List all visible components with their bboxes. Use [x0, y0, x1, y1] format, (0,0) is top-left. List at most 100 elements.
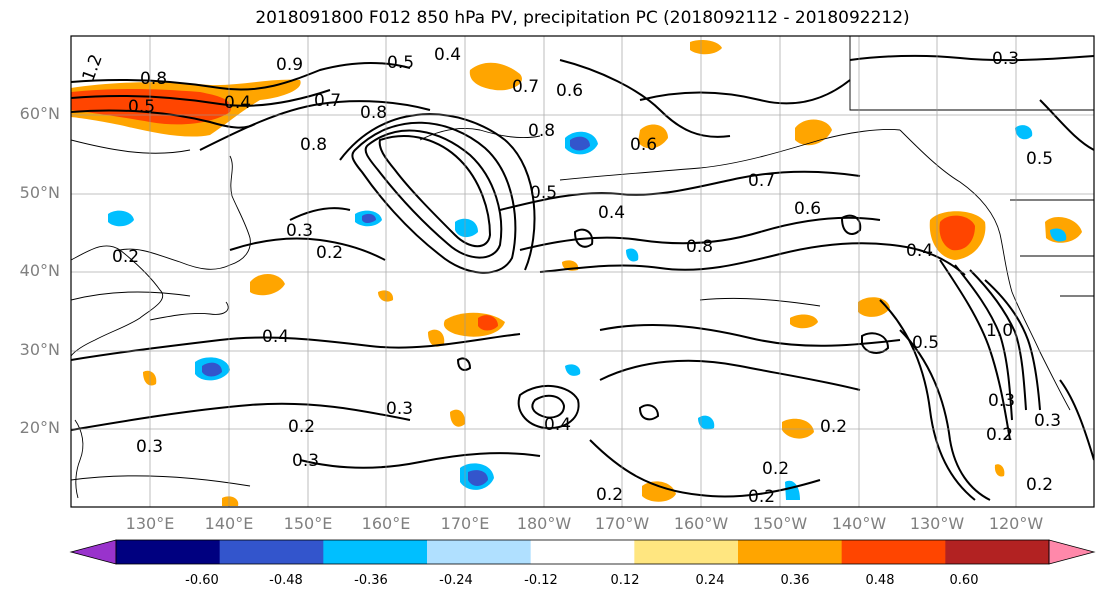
contour-label: 0.5 [912, 333, 939, 353]
colorbar-segment [116, 540, 221, 564]
contour-line [71, 402, 411, 431]
contour-line [879, 299, 976, 501]
precip-area [795, 119, 832, 146]
contour-line [71, 475, 251, 487]
precip-area [642, 481, 676, 502]
contour-line [573, 228, 594, 248]
contour-line [531, 394, 566, 419]
lon-label: 160°E [361, 514, 411, 533]
contour-line [699, 297, 821, 307]
contour-line [1059, 379, 1094, 461]
contour-line [559, 59, 731, 138]
contour-line [599, 323, 901, 347]
contour-label: 0.2 [316, 243, 343, 263]
contour-label: 0.2 [596, 485, 623, 505]
lon-label: 140°E [204, 514, 254, 533]
colorbar-segments [116, 540, 1050, 564]
contour-label: 0.2 [986, 425, 1013, 445]
pv-contours-thin [71, 139, 821, 487]
colorbar-tick-label: -0.12 [524, 573, 558, 588]
precip-area [1015, 125, 1033, 140]
contour-line [364, 129, 503, 259]
precip-negative-areas [108, 125, 1067, 500]
contour-line [984, 279, 1041, 411]
colorbar-segment [945, 540, 1050, 564]
lat-label: 20°N [19, 418, 60, 437]
colorbar-segment [841, 540, 946, 564]
contour-label: 0.5 [530, 183, 557, 203]
border-line [849, 36, 1094, 111]
colorbar-tick-label: -0.36 [354, 573, 388, 588]
precip-area [250, 273, 285, 296]
precip-area [1050, 228, 1067, 242]
contour-line [71, 61, 411, 91]
contour-line [517, 384, 580, 430]
colorbar-tick-label: -0.60 [185, 573, 219, 588]
coastline [149, 301, 229, 321]
contour-label: 0.4 [224, 93, 251, 113]
precip-area [202, 362, 222, 377]
contour-line [289, 207, 351, 221]
contour-line [589, 439, 821, 498]
precip-area [698, 415, 715, 430]
contour-line [71, 139, 191, 154]
colorbar-segment [219, 540, 324, 564]
precip-area [71, 89, 231, 125]
contour-label: 0.3 [386, 399, 413, 419]
contour-line [969, 269, 1027, 411]
contour-line [638, 404, 660, 421]
lon-label: 160°W [673, 514, 729, 533]
colorbar-tick-label: 0.48 [865, 573, 895, 588]
precip-area [378, 290, 394, 302]
contour-label: 0.4 [598, 203, 625, 223]
precip-area [428, 329, 445, 347]
gridlines [71, 36, 1094, 507]
contour-line [599, 359, 861, 391]
contour-label: 0.6 [630, 135, 657, 155]
coastline [119, 155, 251, 270]
precip-area [222, 496, 239, 506]
contour-label: 0.2 [1026, 475, 1053, 495]
contour-label: 0.4 [906, 241, 933, 261]
contour-line [849, 54, 1094, 62]
contour-label: 0.7 [314, 91, 341, 111]
contour-line [639, 79, 851, 105]
contour-line [861, 332, 890, 354]
colorbar-tick-label: 0.60 [949, 573, 979, 588]
precip-positive-areas [71, 40, 1082, 506]
colorbar-tick-label: 0.12 [610, 573, 640, 588]
precip-area [690, 40, 722, 55]
contour-label: 0.2 [762, 459, 789, 479]
contour-line [456, 357, 472, 371]
precip-area [362, 213, 376, 223]
coastline [71, 245, 163, 357]
contour-label: 0.5 [128, 97, 155, 117]
map-background [71, 36, 1094, 507]
contour-label: 0.5 [387, 53, 414, 73]
contour-label: 0.8 [140, 69, 167, 89]
colorbar-segment [738, 540, 843, 564]
contour-label: 0.8 [528, 121, 555, 141]
contour-line [229, 237, 386, 261]
precip-area [570, 136, 590, 151]
contour-label: 0.3 [136, 437, 163, 457]
contour-line [840, 214, 862, 235]
contour-label: 0.4 [434, 45, 461, 65]
precip-area [638, 124, 668, 149]
contour-label: 0.3 [1034, 411, 1061, 431]
contour-line [1039, 99, 1094, 151]
colorbar-frame [115, 539, 1050, 565]
colorbar-tick-label: 0.36 [780, 573, 810, 588]
contour-label: 0.2 [748, 487, 775, 507]
contour-line [519, 216, 881, 251]
contour-label: 0.4 [544, 415, 571, 435]
map-body: 1.2 0.8 0.5 0.4 0.7 0.8 0.9 0.5 0.4 0.7 … [71, 36, 1094, 507]
lon-label: 130°W [909, 514, 965, 533]
precip-area [108, 210, 134, 227]
precip-area [478, 315, 498, 331]
lon-label: 170°E [440, 514, 490, 533]
contour-line [954, 264, 1013, 421]
colorbar-segment [427, 540, 532, 564]
contour-label: 0.6 [556, 81, 583, 101]
coastline [899, 129, 1071, 411]
